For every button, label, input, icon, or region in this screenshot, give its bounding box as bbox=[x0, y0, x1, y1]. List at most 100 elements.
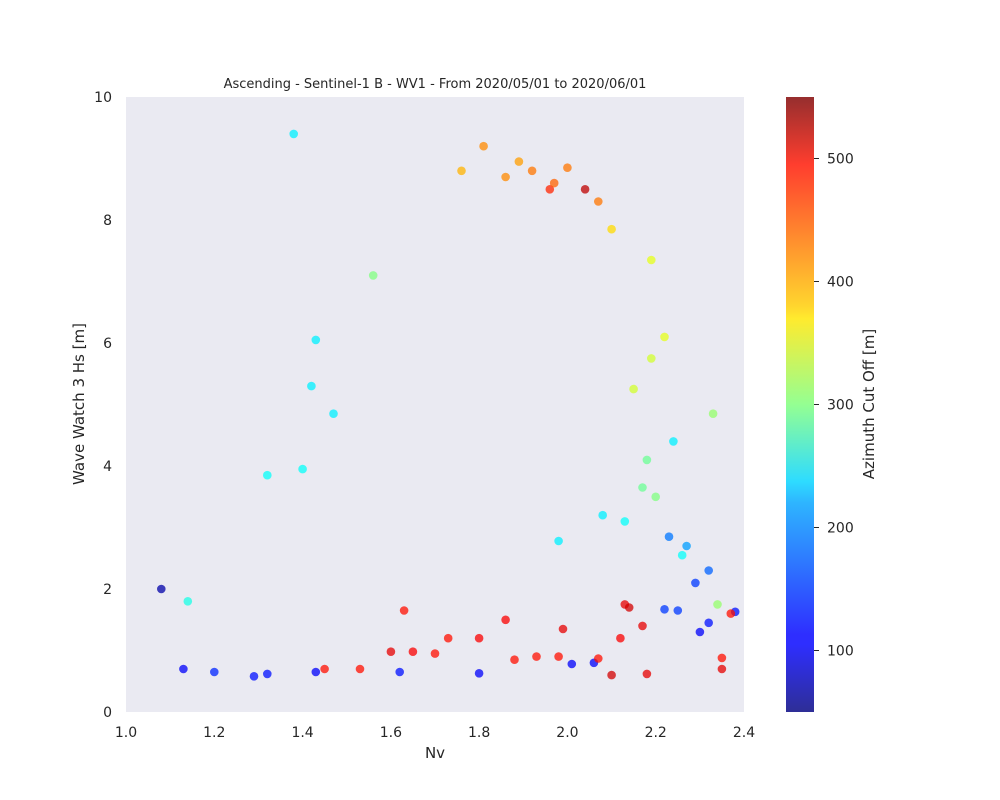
data-point bbox=[474, 633, 484, 643]
data-point bbox=[386, 647, 396, 656]
colorbar-tick-label: 400 bbox=[827, 275, 854, 291]
data-point bbox=[210, 667, 219, 677]
x-tick-label: 2.0 bbox=[556, 725, 578, 741]
x-tick-label: 1.8 bbox=[468, 725, 490, 741]
colorbar bbox=[786, 97, 814, 712]
data-point bbox=[554, 652, 563, 661]
data-point bbox=[311, 667, 321, 677]
data-point bbox=[607, 224, 616, 234]
data-point bbox=[580, 185, 590, 194]
y-tick-label: 6 bbox=[103, 336, 112, 352]
data-point bbox=[620, 517, 630, 526]
data-point bbox=[514, 157, 524, 166]
data-point bbox=[311, 335, 321, 345]
data-point bbox=[616, 633, 625, 643]
colorbar-label: Azimuth Cut Off [m] bbox=[860, 329, 878, 479]
x-tick-label: 2.2 bbox=[645, 725, 667, 741]
x-axis-label: Nv bbox=[425, 744, 445, 762]
x-tick-label: 1.6 bbox=[380, 725, 402, 741]
data-point bbox=[677, 550, 687, 560]
data-point bbox=[682, 541, 691, 551]
data-point bbox=[298, 464, 307, 474]
data-point bbox=[642, 455, 652, 465]
data-point bbox=[183, 597, 193, 606]
data-point bbox=[179, 664, 188, 674]
data-point bbox=[408, 647, 418, 656]
data-point bbox=[704, 618, 713, 628]
data-point bbox=[651, 492, 660, 502]
data-point bbox=[329, 409, 338, 419]
data-point bbox=[157, 584, 166, 594]
data-point bbox=[594, 197, 603, 206]
data-point bbox=[647, 255, 656, 265]
data-point bbox=[395, 667, 405, 677]
data-point bbox=[479, 141, 488, 151]
data-point bbox=[320, 664, 329, 674]
x-tick-label: 1.0 bbox=[115, 725, 137, 741]
y-tick-label: 2 bbox=[103, 582, 112, 598]
data-point bbox=[527, 166, 537, 176]
data-point bbox=[624, 603, 634, 612]
data-point bbox=[669, 437, 678, 446]
chart-title: Ascending - Sentinel-1 B - WV1 - From 20… bbox=[224, 77, 647, 92]
data-point bbox=[549, 178, 559, 188]
y-tick-label: 8 bbox=[103, 213, 112, 229]
data-point bbox=[713, 600, 722, 609]
data-point bbox=[289, 129, 299, 139]
colorbar-tick-label: 300 bbox=[827, 398, 854, 414]
y-tick-label: 0 bbox=[103, 705, 112, 721]
data-point bbox=[717, 664, 727, 674]
data-point bbox=[501, 172, 510, 182]
data-point bbox=[598, 510, 607, 520]
y-axis-ticks: 0 2 4 6 8 10 bbox=[94, 90, 112, 721]
data-point bbox=[554, 536, 563, 546]
y-tick-label: 4 bbox=[103, 459, 112, 475]
data-point bbox=[443, 633, 453, 643]
data-point bbox=[263, 470, 272, 480]
x-tick-label: 1.4 bbox=[291, 725, 313, 741]
data-point bbox=[567, 659, 577, 669]
data-point bbox=[673, 606, 683, 615]
data-point bbox=[355, 664, 365, 674]
data-point bbox=[691, 578, 700, 588]
data-point bbox=[545, 185, 555, 194]
data-point bbox=[708, 409, 718, 419]
data-point bbox=[594, 654, 603, 663]
data-point bbox=[642, 669, 652, 679]
colorbar-tick-label: 100 bbox=[827, 644, 854, 660]
data-point bbox=[638, 483, 647, 492]
data-point bbox=[607, 670, 616, 680]
data-point bbox=[660, 605, 669, 614]
data-point bbox=[399, 606, 409, 615]
data-point bbox=[501, 615, 510, 625]
data-point bbox=[563, 163, 572, 172]
y-tick-label: 10 bbox=[94, 90, 112, 106]
colorbar-ticks: 100 200 300 400 500 bbox=[814, 152, 854, 660]
scatter-points bbox=[157, 129, 740, 681]
data-point bbox=[647, 354, 656, 363]
colorbar-tick-label: 200 bbox=[827, 521, 854, 537]
colorbar-tick-label: 500 bbox=[827, 152, 854, 168]
data-point bbox=[717, 653, 727, 663]
x-axis-ticks: 1.0 1.2 1.4 1.6 1.8 2.0 2.2 2.4 bbox=[115, 725, 755, 741]
data-point bbox=[457, 166, 466, 176]
x-tick-label: 2.4 bbox=[733, 725, 755, 741]
y-axis-label: Wave Watch 3 Hs [m] bbox=[70, 323, 88, 485]
data-point bbox=[307, 381, 316, 391]
data-point bbox=[638, 621, 647, 631]
data-point bbox=[263, 669, 272, 679]
data-point bbox=[532, 652, 541, 661]
data-point bbox=[430, 649, 440, 658]
data-point bbox=[249, 672, 259, 681]
data-point bbox=[660, 332, 669, 342]
data-point bbox=[510, 655, 519, 664]
data-point bbox=[726, 609, 736, 618]
data-point bbox=[704, 566, 713, 575]
data-point bbox=[368, 271, 378, 280]
data-point bbox=[474, 669, 484, 678]
x-tick-label: 1.2 bbox=[203, 725, 225, 741]
data-point bbox=[664, 532, 674, 541]
data-point bbox=[695, 627, 705, 637]
data-point bbox=[558, 624, 568, 634]
